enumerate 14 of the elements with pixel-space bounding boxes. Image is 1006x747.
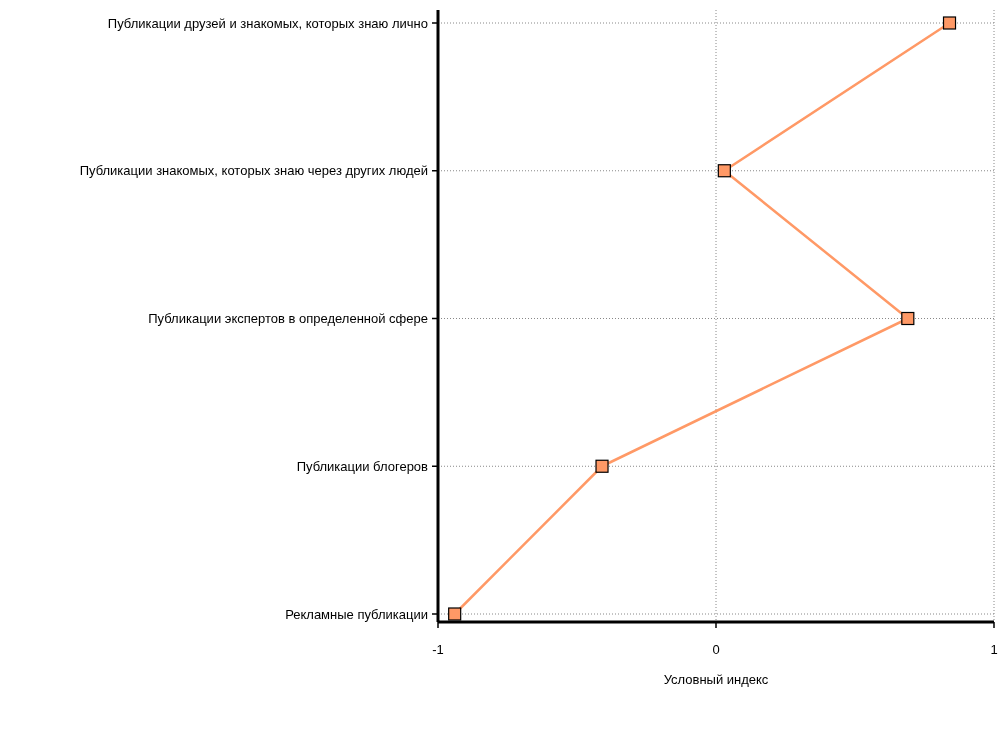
x-tick-label: 1 — [990, 642, 998, 657]
point — [942, 16, 957, 30]
y-tick-label: Публикации блогеров — [296, 458, 429, 474]
point — [448, 607, 462, 621]
point — [717, 164, 731, 178]
x-tick-label: -1 — [432, 642, 444, 657]
x-axis-title: Условный индекс — [663, 672, 769, 687]
y-tick-label: Рекламные публикации — [285, 606, 428, 622]
y-tick-label: Публикации знакомых, которых знаю через других людей — [79, 163, 428, 179]
y-tick-label: Публикации экспертов в определенной сфере — [148, 311, 428, 327]
point — [595, 459, 609, 473]
x-tick-label: 0 — [712, 642, 720, 657]
y-tick-label: Публикации друзей и знакомых, которых знаю лично — [107, 15, 428, 31]
point — [901, 311, 915, 326]
